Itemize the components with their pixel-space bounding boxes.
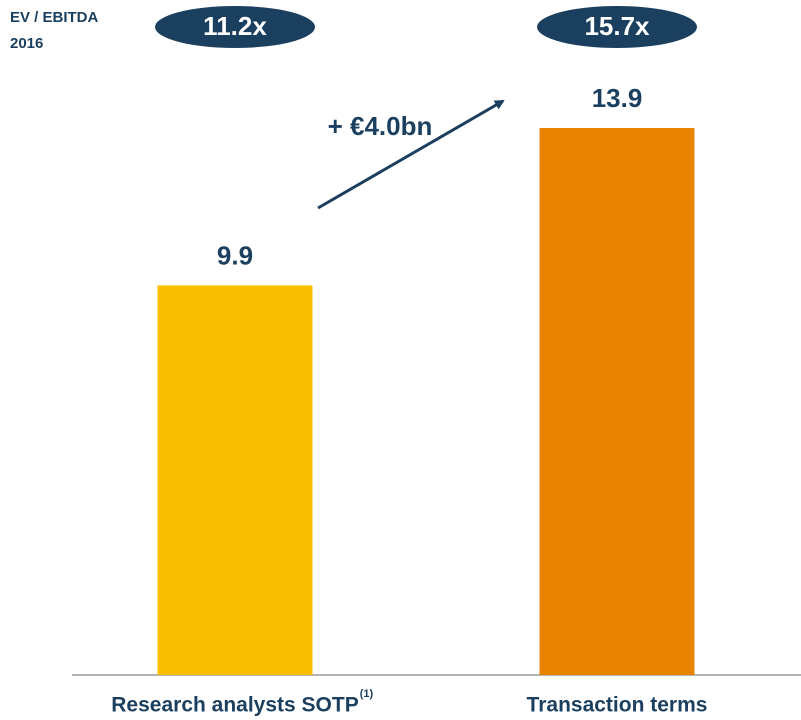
multiple-label: 11.2x [203, 11, 267, 41]
bar [157, 285, 313, 675]
multiple-label: 15.7x [584, 11, 650, 41]
delta-label: + €4.0bn [328, 111, 433, 141]
metric-label: 2016 [10, 35, 43, 52]
value-label: 13.9 [592, 83, 643, 113]
value-label: 9.9 [217, 240, 253, 270]
category-label: Transaction terms [527, 694, 708, 717]
footnote-marker: (1) [360, 688, 374, 700]
bar [539, 128, 695, 675]
category-label: Research analysts SOTP [111, 694, 358, 717]
arrow [317, 99, 505, 210]
multiple-badge [537, 6, 697, 48]
metric-label: EV / EBITDA [10, 9, 99, 26]
multiple-badge [155, 6, 315, 48]
